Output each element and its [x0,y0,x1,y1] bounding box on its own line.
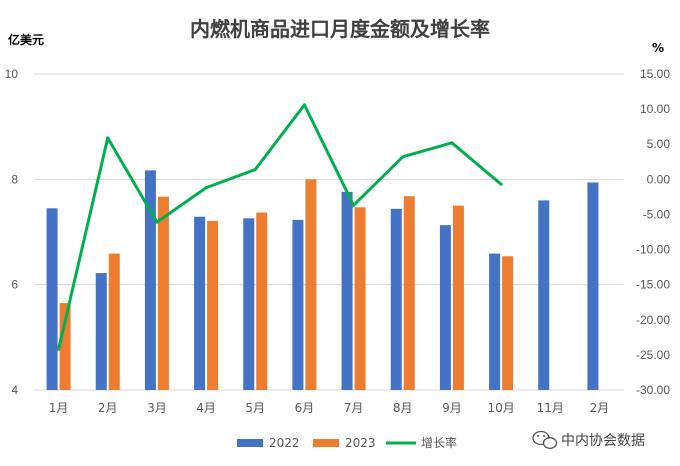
x-tick-label: 8月 [393,401,413,415]
bar-2023-2月 [108,253,120,390]
right-tick-label: -5.00 [643,207,671,221]
bar-2023-5月 [256,212,268,390]
bar-2023-1月 [59,303,71,390]
x-tick-label: 2月 [98,401,118,415]
left-tick-label: 10 [5,67,19,81]
x-tick-label: 6月 [295,401,315,415]
legend-swatch-2023 [313,439,339,447]
bar-series [46,170,599,390]
bar-2023-6月 [305,179,317,390]
growth-rate-point [106,136,110,140]
bar-2022-8月 [390,208,402,390]
bar-2023-9月 [452,205,464,390]
left-tick-label: 8 [11,172,18,186]
bar-2023-4月 [207,220,219,390]
chart-title: 内燃机商品进口月度金额及增长率 [190,17,490,41]
legend-label-growth: 增长率 [421,435,457,450]
right-tick-label: 15.00 [640,67,670,81]
growth-rate-point [253,168,257,172]
wechat-icon [532,430,558,449]
x-tick-label: 11月 [537,401,564,415]
bar-2022-4月 [194,216,206,390]
right-tick-label: 10.00 [640,102,670,116]
bar-2022-6月 [292,219,304,390]
x-tick-label: 3月 [147,401,167,415]
watermark: 中内协会数据 [532,430,645,449]
growth-rate-point [302,103,306,107]
bar-2022-9月 [439,225,451,390]
growth-rate-point [499,182,503,186]
bar-2023-8月 [403,196,415,390]
legend-swatch-2022 [237,439,263,447]
right-axis-ticks: 15.00 10.00 5.00 0.00 -5.00 -10.00 -15.00 -20.0… [636,67,670,397]
legend-label-2023: 2023 [345,436,376,450]
growth-rate-point [352,203,356,207]
legend: 2022 2023 增长率 [237,435,457,450]
right-tick-label: 5.00 [647,137,671,151]
right-tick-label: -10.00 [636,243,670,257]
x-tick-label: 9月 [442,401,462,415]
bar-2022-10月 [489,253,501,390]
bar-2022-11月 [538,200,550,390]
growth-rate-line [57,103,503,351]
bar-2022-5月 [243,218,255,390]
watermark-text: 中内协会数据 [561,433,645,449]
right-tick-label: -30.00 [636,383,670,397]
bar-2022-2月 [95,273,107,390]
right-tick-label: -25.00 [636,348,670,362]
gridlines [34,73,624,391]
x-axis-ticks: 1月 2月 3月 4月 5月 6月 7月 8月 9月 10月 11月 2月 [49,401,609,415]
x-tick-label: 7月 [344,401,364,415]
left-tick-label: 6 [11,278,18,292]
bar-2022-3月 [144,170,156,390]
right-tick-label: -15.00 [636,278,670,292]
right-axis-unit: % [652,41,664,55]
left-tick-label: 4 [11,383,18,397]
growth-rate-point [57,347,61,351]
legend-label-2022: 2022 [269,436,300,450]
x-tick-label: 1月 [49,401,69,415]
growth-rate-point [155,220,159,224]
growth-rate-polyline [57,103,503,350]
bar-2023-10月 [502,256,514,390]
x-tick-label: 4月 [196,401,216,415]
right-tick-label: 0.00 [647,172,671,186]
bar-2022-1月 [46,208,58,390]
bar-2022-2月 [587,182,599,390]
growth-rate-point [450,141,454,145]
x-tick-label: 5月 [245,401,265,415]
x-tick-label: 2月 [590,401,610,415]
growth-rate-point [204,186,208,190]
bar-2023-3月 [157,196,169,390]
bar-2023-7月 [354,207,366,390]
x-tick-label: 10月 [487,401,514,415]
right-tick-label: -20.00 [636,313,670,327]
growth-rate-point [401,155,405,159]
left-axis-ticks: 4 6 8 10 [5,67,19,397]
left-axis-unit: 亿美元 [8,32,44,47]
bar-2022-7月 [341,191,353,390]
